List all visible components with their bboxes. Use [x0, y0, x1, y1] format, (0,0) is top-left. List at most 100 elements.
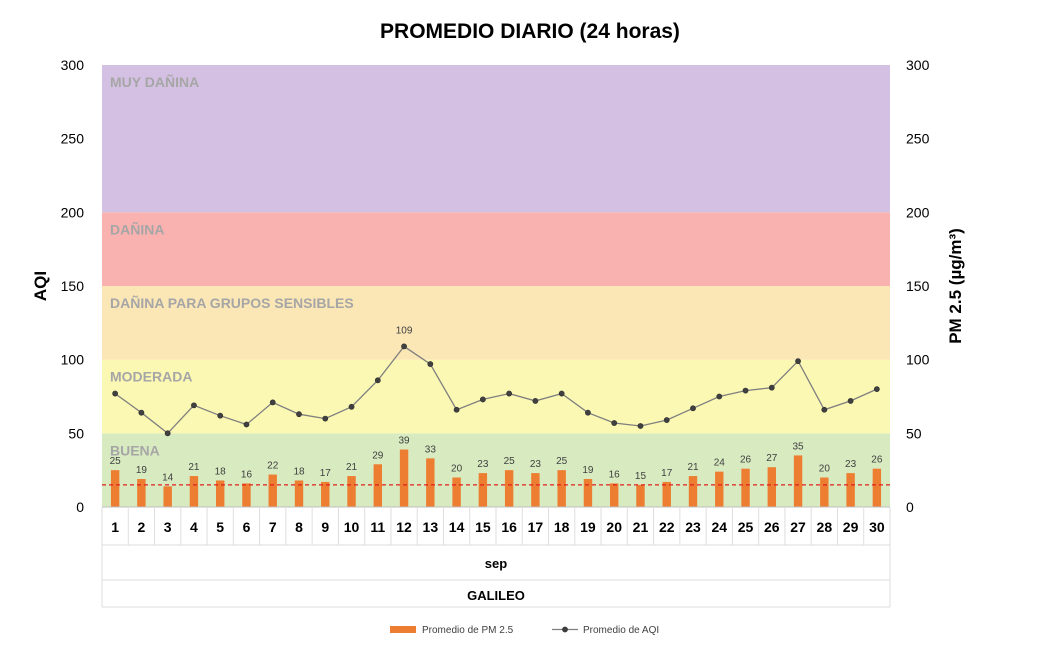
x-tick-27: 27: [790, 519, 806, 535]
x-tick-28: 28: [817, 519, 833, 535]
pm25-bar-label-11: 29: [372, 450, 384, 461]
aqi-point-23: [690, 405, 696, 412]
pm25-bar-label-4: 21: [188, 462, 200, 473]
pm25-bar-label-29: 23: [845, 459, 857, 470]
pm25-bar-25: [741, 468, 750, 507]
aqi-point-15: [479, 396, 486, 403]
aqi-point-9: [322, 415, 329, 422]
aqi-line-markers: [112, 343, 880, 437]
pm25-bar-label-14: 20: [451, 464, 463, 475]
x-tick-6: 6: [243, 519, 251, 535]
pm25-bar-6: [242, 483, 251, 507]
y-left-tick-100: 100: [61, 352, 85, 368]
pm25-bar-3: [163, 486, 172, 507]
x-tick-25: 25: [738, 519, 754, 535]
pm25-bar-20: [609, 483, 619, 507]
aqi-point-5: [217, 412, 224, 419]
band-label-danina-para-grupos-sensibles: DAÑINA PARA GRUPOS SENSIBLES: [110, 294, 354, 311]
x-axis-month-label: sep: [485, 556, 507, 571]
pm25-bar-15: [478, 473, 488, 507]
y-axis-right-title: PM 2.5 (µg/m³): [946, 228, 965, 344]
pm25-bar-24: [715, 471, 724, 507]
y-left-tick-250: 250: [61, 131, 85, 147]
pm25-bar-17: [531, 473, 540, 507]
pm25-bar-8: [294, 480, 304, 507]
band-label-muy-danina: MUY DAÑINA: [110, 73, 199, 90]
aqi-point-4: [191, 402, 197, 409]
pm25-bar-label-10: 21: [346, 462, 358, 473]
aqi-point-24: [716, 393, 723, 400]
pm25-bar-12: [399, 449, 409, 507]
pm25-bar-label-9: 17: [320, 468, 332, 479]
y-right-tick-300: 300: [906, 57, 930, 73]
pm25-bar-label-25: 26: [740, 455, 752, 466]
aqi-point-28: [821, 406, 828, 413]
legend-swatch-aqi-marker: [562, 626, 568, 633]
aqi-point-11: [374, 377, 381, 384]
aqi-bands: [102, 65, 890, 507]
aqi-point-2: [138, 409, 145, 416]
aqi-point-8: [296, 411, 302, 418]
aqi-point-20: [611, 420, 618, 426]
y-right-tick-200: 200: [906, 204, 930, 220]
pm25-bar-label-23: 21: [687, 462, 699, 473]
band-label-buena: BUENA: [110, 442, 160, 458]
y-axis-right-ticks: 0 50 100 150 200 250 300: [906, 57, 930, 515]
aqi-point-22: [663, 417, 670, 423]
band-danina: [102, 212, 890, 286]
pm25-bar-22: [662, 481, 671, 507]
legend: Promedio de PM 2.5 Promedio de AQI: [390, 625, 659, 636]
pm25-bar-label-27: 35: [793, 441, 805, 452]
pm25-bar-label-7: 22: [267, 461, 279, 472]
aqi-point-21: [637, 423, 644, 429]
y-left-tick-0: 0: [76, 499, 84, 515]
pm25-bar-19: [583, 479, 593, 507]
x-tick-4: 4: [190, 519, 198, 535]
pm25-bar-4: [189, 476, 199, 507]
pm25-bar-label-28: 20: [819, 464, 831, 475]
band-label-moderada: MODERADA: [110, 369, 192, 385]
x-tick-21: 21: [633, 519, 649, 535]
aqi-point-6: [243, 421, 250, 428]
pm25-bar-label-12: 39: [399, 436, 411, 447]
pm25-bar-1: [110, 470, 120, 507]
chart-title: PROMEDIO DIARIO (24 horas): [380, 20, 680, 43]
x-tick-16: 16: [501, 519, 517, 535]
pm25-bar-23: [688, 476, 698, 507]
pm25-bar-label-24: 24: [714, 458, 726, 469]
x-tick-5: 5: [216, 519, 224, 535]
pm25-bar-label-13: 33: [425, 444, 437, 455]
x-tick-1: 1: [111, 519, 119, 535]
x-tick-26: 26: [764, 519, 780, 535]
pm25-bar-label-21: 15: [635, 471, 647, 482]
y-left-tick-200: 200: [61, 204, 85, 220]
x-tick-12: 12: [396, 519, 412, 535]
x-tick-8: 8: [295, 519, 303, 535]
pm25-bars: [110, 449, 882, 507]
x-tick-2: 2: [138, 519, 146, 535]
aqi-point-14: [453, 406, 460, 413]
y-axis-left-title: AQI: [31, 271, 50, 301]
pm25-bar-21: [636, 484, 645, 507]
x-tick-29: 29: [843, 519, 859, 535]
x-tick-19: 19: [580, 519, 596, 535]
y-right-tick-250: 250: [906, 131, 930, 147]
band-buena: [102, 433, 890, 507]
x-tick-11: 11: [370, 519, 385, 535]
x-tick-9: 9: [321, 519, 329, 535]
aqi-point-10: [348, 403, 355, 410]
aqi-line-series: [114, 345, 878, 435]
pm25-bar-label-19: 19: [582, 465, 594, 476]
pm25-bar-label-20: 16: [609, 469, 621, 480]
aqi-point-7: [269, 399, 276, 406]
aqi-point-26: [768, 384, 775, 391]
pm25-bar-7: [268, 474, 277, 507]
pm25-bar-14: [452, 477, 461, 507]
pm25-bar-label-8: 18: [293, 466, 305, 477]
legend-label-pm25: Promedio de PM 2.5: [422, 625, 514, 636]
y-right-tick-150: 150: [906, 278, 930, 294]
pm25-bar-label-30: 26: [871, 455, 883, 466]
pm25-bar-label-15: 23: [477, 459, 489, 470]
pm25-bar-27: [793, 455, 803, 507]
